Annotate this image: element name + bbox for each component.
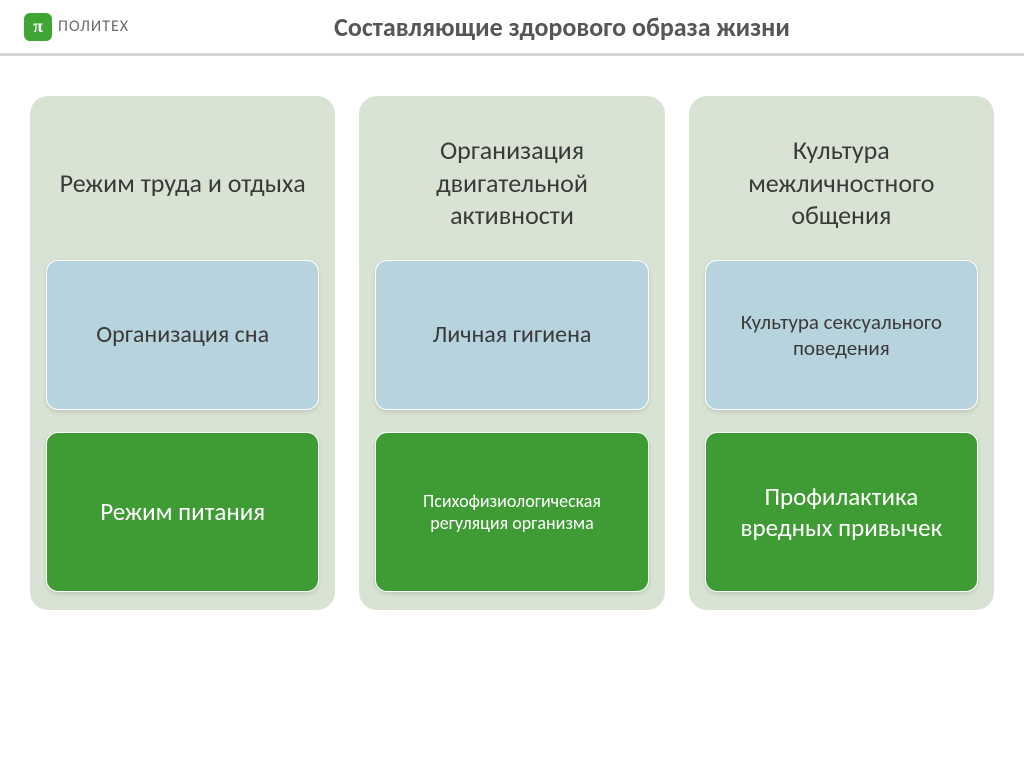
column-1-green-card: Режим питания (46, 432, 319, 592)
pi-icon: π (24, 13, 52, 41)
header: π ПОЛИТЕХ Составляющие здорового образа … (0, 0, 1024, 56)
column-3-green-card: Профилактика вредных привычек (705, 432, 978, 592)
content-area: Режим труда и отдыха Организация сна Реж… (0, 56, 1024, 640)
logo-text: ПОЛИТЕХ (58, 17, 129, 36)
column-2-blue-card: Личная гигиена (375, 260, 648, 410)
column-2-heading: Организация двигательной активности (375, 110, 648, 260)
page-title: Составляющие здорового образа жизни (0, 11, 1024, 43)
column-2-green-card: Психофизиологическая регуляция организма (375, 432, 648, 592)
column-1-blue-card: Организация сна (46, 260, 319, 410)
column-1: Режим труда и отдыха Организация сна Реж… (30, 96, 335, 610)
logo: π ПОЛИТЕХ (24, 13, 129, 41)
column-3: Культура межличностного общения Культура… (689, 96, 994, 610)
column-1-heading: Режим труда и отдыха (46, 110, 319, 260)
column-3-heading: Культура межличностного общения (705, 110, 978, 260)
column-3-blue-card: Культура сексуального поведения (705, 260, 978, 410)
column-2: Организация двигательной активности Личн… (359, 96, 664, 610)
